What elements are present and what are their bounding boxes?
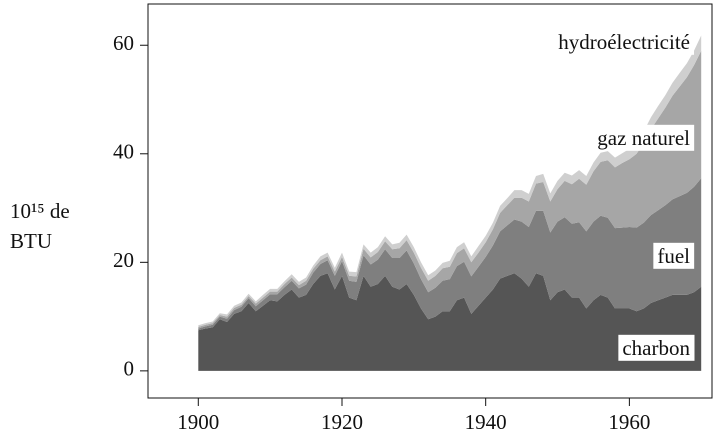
- y-tick-label: 0: [124, 357, 135, 381]
- series-label: fuel: [657, 244, 690, 268]
- label-box: [653, 242, 695, 269]
- area: [198, 178, 702, 331]
- label-box: [618, 334, 695, 361]
- y-tick-label: 60: [113, 31, 134, 55]
- series-label: gaz naturel: [597, 126, 690, 150]
- label-box: [593, 124, 695, 151]
- x-tick-label: 1940: [465, 410, 507, 434]
- y-axis-label: BTU: [10, 229, 52, 253]
- x-tick-label: 1900: [177, 410, 219, 434]
- series-label: charbon: [622, 336, 690, 360]
- y-tick-label: 40: [113, 140, 134, 164]
- label-box: [554, 28, 694, 55]
- x-tick-label: 1920: [321, 410, 363, 434]
- area: [198, 50, 702, 329]
- area: [198, 273, 702, 371]
- x-tick-label: 1960: [608, 410, 650, 434]
- y-tick-label: 20: [113, 248, 134, 272]
- series-label: hydroélectricité: [558, 30, 690, 54]
- y-axis-label: 10¹⁵ de: [10, 199, 70, 223]
- plot-frame: [147, 3, 713, 399]
